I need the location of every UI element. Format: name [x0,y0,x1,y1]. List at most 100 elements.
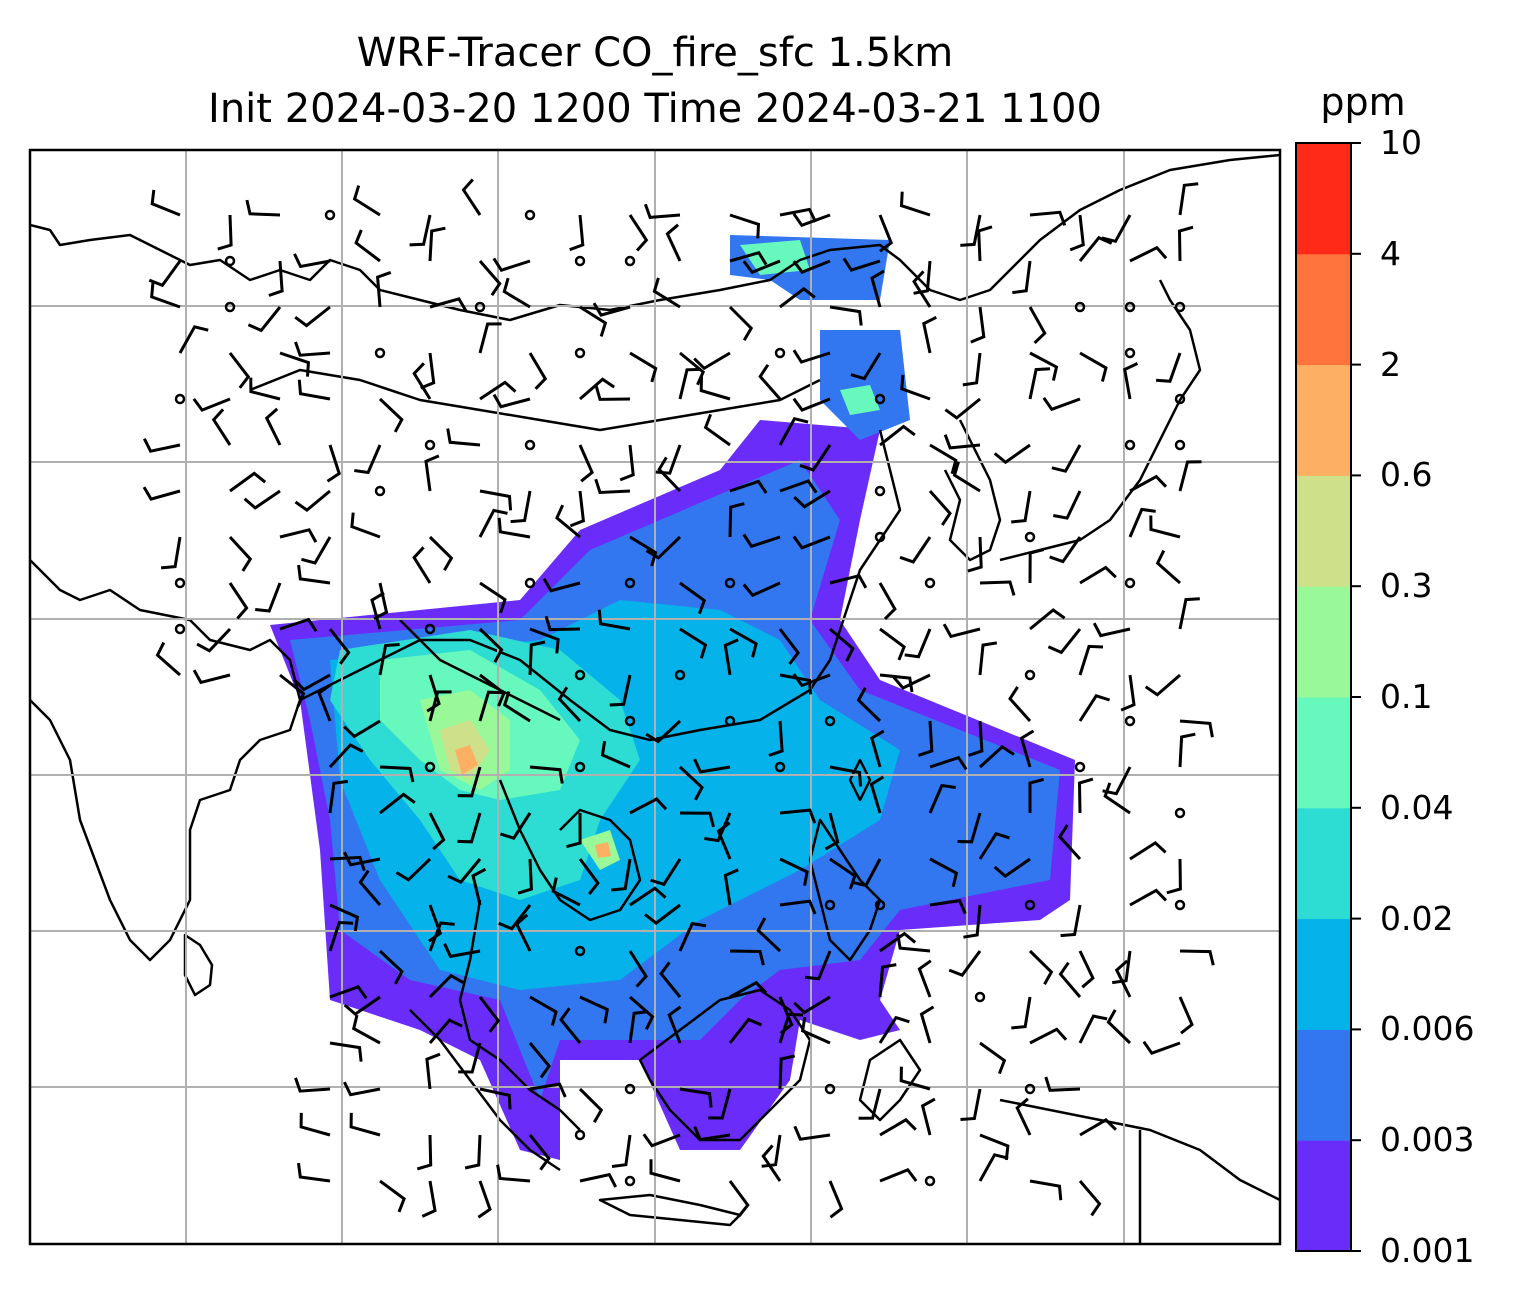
wind-barb [478,260,502,297]
wind-barb [1123,362,1139,400]
wind-barb [948,950,982,978]
wind-barb [1028,367,1051,400]
wind-barb [1078,1014,1108,1044]
coastline-korea [943,419,1002,562]
wind-barb [510,490,532,524]
wind-barb [870,729,885,768]
wind-barb [328,743,364,769]
wind-calm-marker [1124,347,1136,359]
wind-barb [317,683,332,722]
wind-barb [665,223,682,262]
wind-barb [1178,597,1200,630]
wind-barb [492,393,531,409]
wind-barb [629,886,667,907]
wind-barb [579,1172,618,1188]
wind-barb [395,857,432,882]
wind-barb [1008,686,1032,723]
wind-calm-marker [724,715,736,727]
wind-calm-marker [974,991,986,1003]
wind-barb [800,1016,831,1045]
wind-barb [192,397,231,412]
wind-barb [1029,351,1059,381]
wind-barb [878,1015,910,1044]
wind-barb [479,380,517,401]
wind-barb [566,812,582,849]
wind-barb [354,229,381,263]
wind-barb [378,949,404,985]
wind-barb [922,315,937,354]
wind-barb [528,640,546,676]
wind-barb [870,269,885,308]
colorbar-tick-label: 0.1 [1380,677,1433,716]
wind-barb [1106,1009,1132,1045]
wind-barb [458,1042,482,1074]
wind-barb [329,1041,363,1062]
wind-calm-marker [424,439,436,451]
wind-barb [761,1134,782,1168]
wind-barb [879,931,917,953]
wind-barb [792,535,831,550]
wind-barb [793,1125,831,1141]
wind-barb [792,259,831,275]
wind-barb [421,1180,437,1218]
wind-barb [428,690,452,722]
wind-barb [542,577,581,593]
wind-barb [723,638,739,676]
colorbar-tick-label: 0.3 [1380,566,1433,606]
wind-barb [1029,210,1067,226]
wind-barb [457,766,482,798]
wind-calm-marker [1124,301,1136,313]
wind-barb [379,765,415,783]
wind-barb [1155,352,1182,383]
wind-barb [297,379,331,401]
wind-barb [461,178,482,216]
wind-barb [297,1162,331,1183]
colorbar-border [1295,142,1352,1252]
wind-calm-marker [1024,899,1036,911]
wind-barb [896,934,931,953]
wind-barb [479,581,507,614]
wind-barb [426,674,441,713]
wind-barb [979,580,1016,596]
wind-barb [559,1007,582,1044]
wind-barb [343,851,381,867]
wind-barb [428,1018,463,1044]
wind-barb [799,444,832,472]
wind-barb [1178,732,1196,768]
wind-barb [850,352,882,381]
wind-calm-marker [424,623,436,635]
wind-barb [899,536,932,564]
wind-barb [652,277,681,309]
wind-barb [329,855,366,872]
wind-calm-marker [1024,669,1036,681]
coastline-malay-peninsula [458,899,581,1131]
wind-barb [1011,490,1032,524]
wind-barb [679,1087,713,1108]
wind-barb [243,489,281,510]
wind-barb [196,627,232,653]
colorbar-tick-label: 10 [1380,123,1422,162]
colorbar-tick-label: 4 [1380,233,1401,273]
wind-barb [1179,949,1215,966]
wind-barb [678,765,704,801]
wind-barb [1178,996,1194,1035]
wind-barb [869,775,885,814]
wind-barb [569,490,586,528]
wind-barb [279,673,306,708]
wind-barb [1011,996,1032,1030]
colorbar-swatch [1296,1140,1351,1252]
wind-barb [428,226,446,262]
wind-barb [1103,782,1131,815]
wind-barb [912,270,932,308]
wind-barb [978,1153,1009,1182]
wind-barb [343,1081,381,1097]
wind-barb [150,189,181,217]
wind-barb [1057,824,1082,861]
wind-calm-marker [574,761,586,773]
wind-barb [1077,777,1094,814]
wind-barb [428,904,443,943]
wind-barb [628,214,649,252]
wind-calm-marker [874,393,886,405]
colorbar-swatch [1296,143,1351,255]
wind-calm-marker [374,485,386,497]
